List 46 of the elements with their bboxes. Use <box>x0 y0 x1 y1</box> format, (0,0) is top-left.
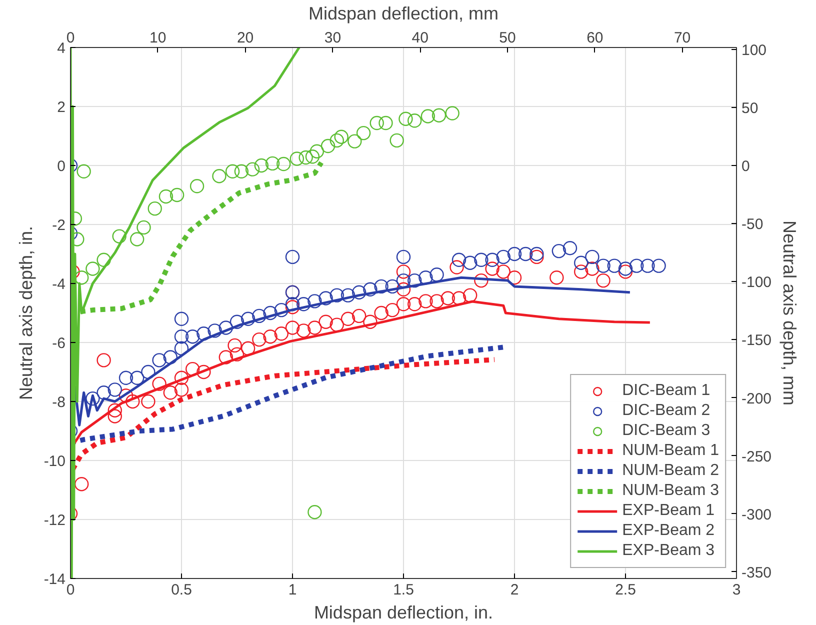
legend-label: DIC-Beam 1 <box>622 382 710 400</box>
x-tick-label: 1 <box>288 582 297 598</box>
legend-label: NUM-Beam 1 <box>622 442 719 460</box>
y-axis-title: Neutral axis depth, in. <box>16 226 36 400</box>
y2-tick-label: 100 <box>742 42 767 59</box>
x2-axis-title: Midspan deflection, mm <box>308 4 499 24</box>
x2-tick-label: 30 <box>324 30 342 46</box>
x-tick-label: 2.5 <box>615 582 636 598</box>
y-tick-label: 4 <box>57 40 66 57</box>
legend-label: DIC-Beam 2 <box>622 402 710 420</box>
y-tick-label: 2 <box>57 99 66 116</box>
y2-tick-label: -300 <box>742 506 772 524</box>
y-tick-label: -8 <box>52 394 66 411</box>
y2-tick-label: -150 <box>742 332 772 350</box>
legend-label: EXP-Beam 2 <box>622 522 715 540</box>
y-tick-label: -6 <box>52 335 66 352</box>
y2-axis-title: Neutral axis depth, mm <box>780 220 800 406</box>
y-tick-label: -10 <box>44 453 66 470</box>
legend-label: DIC-Beam 3 <box>622 422 710 440</box>
x2-tick-label: 60 <box>586 30 604 46</box>
y-tick-label: -4 <box>52 276 66 293</box>
legend-label: NUM-Beam 3 <box>622 482 719 500</box>
x-axis-title: Midspan deflection, in. <box>314 602 494 622</box>
x-tick-label: 2 <box>510 582 519 598</box>
y2-tick-label: -350 <box>742 564 772 582</box>
y-tick-label: 0 <box>57 158 66 175</box>
x-tick-label: 0.5 <box>171 582 192 598</box>
x2-tick-label: 10 <box>150 30 166 46</box>
y2-tick-label: 50 <box>742 100 758 117</box>
x2-tick-label: 70 <box>674 30 691 46</box>
x2-tick-label: 50 <box>499 30 516 46</box>
y2-tick-label: -200 <box>742 390 772 408</box>
x2-tick-label: 20 <box>236 30 254 46</box>
y2-tick-label: -50 <box>742 216 764 234</box>
y-tick-label: -14 <box>44 571 66 588</box>
x-tick-label: 1.5 <box>393 582 414 598</box>
y2-tick-label: 0 <box>742 158 750 175</box>
x-tick-label: 3 <box>732 582 741 598</box>
y-tick-label: -2 <box>52 217 66 234</box>
x2-tick-label: 40 <box>412 30 428 46</box>
y2-tick-label: -100 <box>742 274 772 292</box>
legend-label: EXP-Beam 1 <box>622 502 715 520</box>
y-tick-label: -12 <box>44 512 66 529</box>
y2-tick-label: -250 <box>742 448 772 466</box>
legend-label: NUM-Beam 2 <box>622 462 719 480</box>
legend-label: EXP-Beam 3 <box>622 542 715 560</box>
